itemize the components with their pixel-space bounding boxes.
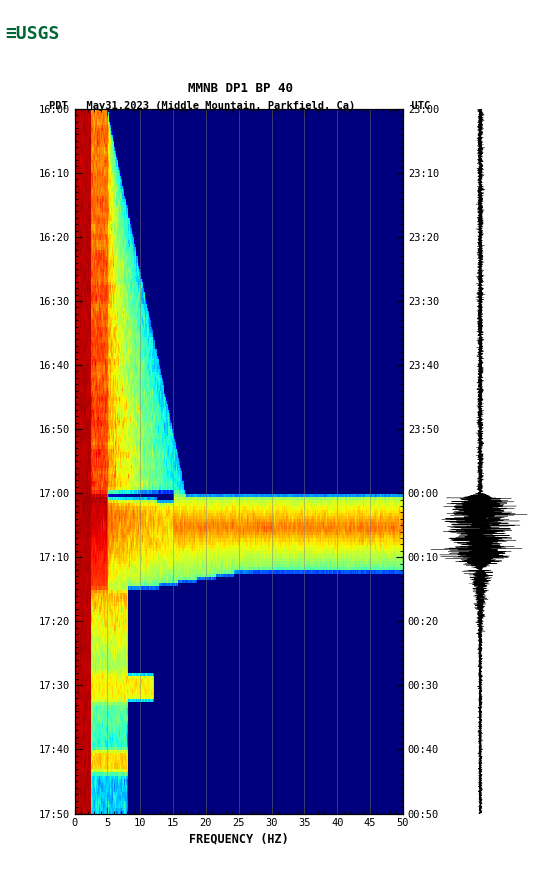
X-axis label: FREQUENCY (HZ): FREQUENCY (HZ) bbox=[189, 832, 289, 846]
Text: PDT   May31,2023 (Middle Mountain, Parkfield, Ca)         UTC: PDT May31,2023 (Middle Mountain, Parkfie… bbox=[50, 101, 431, 111]
Text: ≡USGS: ≡USGS bbox=[6, 25, 60, 43]
Text: MMNB DP1 BP 40: MMNB DP1 BP 40 bbox=[188, 82, 293, 95]
